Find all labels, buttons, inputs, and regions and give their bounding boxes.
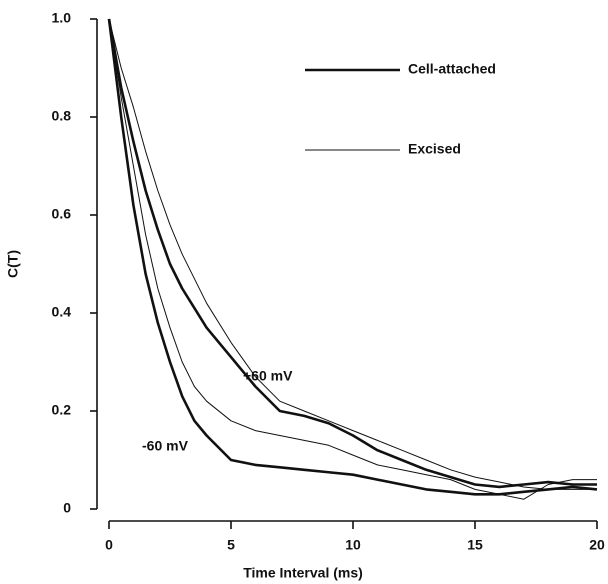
y-tick-label: 0.4 [52,304,72,320]
x-tick-label: 5 [227,537,235,553]
series-line [107,18,597,489]
y-tick-label: 1.0 [52,10,72,26]
x-tick-label: 20 [589,537,605,553]
x-tick-label: 10 [345,537,361,553]
annotation: -60 mV [142,438,189,454]
y-tick-label: 0.2 [52,402,72,418]
series-line [107,18,598,496]
legend-label: Cell-attached [408,61,496,77]
x-axis-label: Time Interval (ms) [243,565,363,581]
x-tick-label: 15 [467,537,483,553]
x-tick-label: 0 [105,537,113,553]
legend-label: Excised [408,141,461,157]
series-line [108,18,597,490]
annotation: +60 mV [243,368,293,384]
y-tick-label: 0.6 [52,206,72,222]
series-line [108,18,597,500]
y-tick-label: 0.8 [52,108,72,124]
y-axis-label: C(T) [5,250,21,278]
y-tick-label: 0 [63,500,71,516]
